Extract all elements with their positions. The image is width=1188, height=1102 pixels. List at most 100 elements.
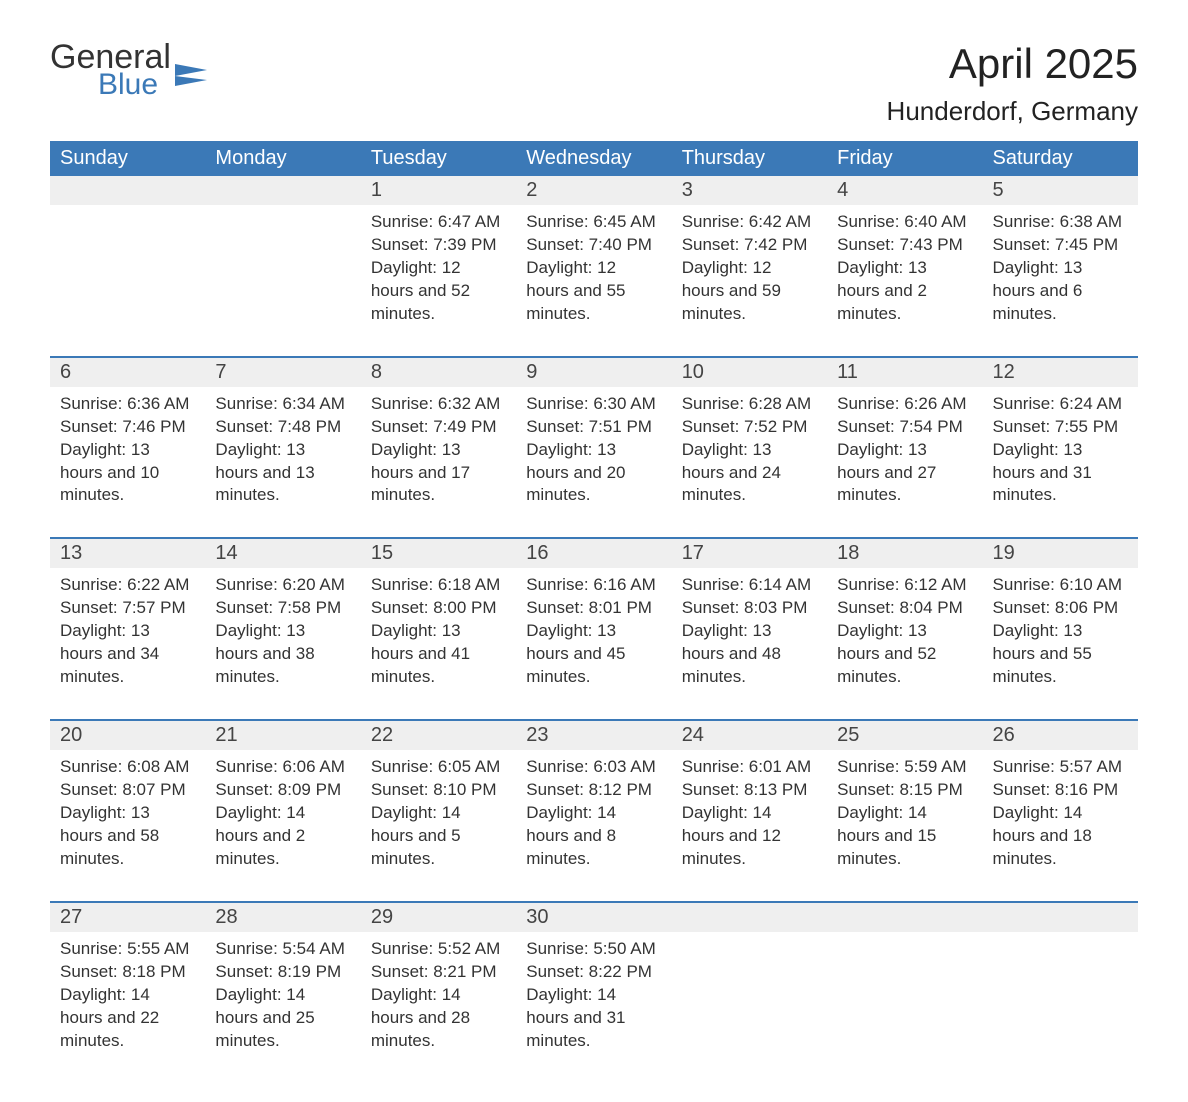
daylight-text: Daylight: 13 hours and 13 minutes. bbox=[215, 439, 350, 508]
weekday-header: Saturday bbox=[983, 141, 1138, 176]
sunset-text: Sunset: 7:55 PM bbox=[993, 416, 1128, 439]
day-details: Sunrise: 6:10 AMSunset: 8:06 PMDaylight:… bbox=[983, 568, 1138, 720]
day-number: 16 bbox=[516, 538, 671, 568]
brand-logo: General Blue bbox=[50, 40, 207, 100]
location-subtitle: Hunderdorf, Germany bbox=[887, 96, 1138, 127]
sunset-text: Sunset: 7:48 PM bbox=[215, 416, 350, 439]
day-detail-row: Sunrise: 5:55 AMSunset: 8:18 PMDaylight:… bbox=[50, 932, 1138, 1063]
sunrise-text: Sunrise: 5:55 AM bbox=[60, 938, 195, 961]
day-number: 2 bbox=[516, 176, 671, 205]
daylight-text: Daylight: 12 hours and 59 minutes. bbox=[682, 257, 817, 326]
sunrise-text: Sunrise: 6:30 AM bbox=[526, 393, 661, 416]
day-details: Sunrise: 6:40 AMSunset: 7:43 PMDaylight:… bbox=[827, 205, 982, 357]
day-details: Sunrise: 6:01 AMSunset: 8:13 PMDaylight:… bbox=[672, 750, 827, 902]
day-number: 1 bbox=[361, 176, 516, 205]
sunset-text: Sunset: 8:10 PM bbox=[371, 779, 506, 802]
daylight-text: Daylight: 14 hours and 18 minutes. bbox=[993, 802, 1128, 871]
daylight-text: Daylight: 14 hours and 25 minutes. bbox=[215, 984, 350, 1053]
day-number: 15 bbox=[361, 538, 516, 568]
day-details bbox=[983, 932, 1138, 1063]
sunrise-text: Sunrise: 6:24 AM bbox=[993, 393, 1128, 416]
day-number: 13 bbox=[50, 538, 205, 568]
day-number: 28 bbox=[205, 902, 360, 932]
daylight-text: Daylight: 14 hours and 28 minutes. bbox=[371, 984, 506, 1053]
sunset-text: Sunset: 7:54 PM bbox=[837, 416, 972, 439]
daylight-text: Daylight: 13 hours and 6 minutes. bbox=[993, 257, 1128, 326]
day-details: Sunrise: 6:08 AMSunset: 8:07 PMDaylight:… bbox=[50, 750, 205, 902]
daylight-text: Daylight: 13 hours and 34 minutes. bbox=[60, 620, 195, 689]
sunrise-text: Sunrise: 6:10 AM bbox=[993, 574, 1128, 597]
day-number: 4 bbox=[827, 176, 982, 205]
month-title: April 2025 bbox=[887, 40, 1138, 88]
day-details: Sunrise: 6:22 AMSunset: 7:57 PMDaylight:… bbox=[50, 568, 205, 720]
day-details: Sunrise: 5:55 AMSunset: 8:18 PMDaylight:… bbox=[50, 932, 205, 1063]
sunset-text: Sunset: 8:04 PM bbox=[837, 597, 972, 620]
day-details: Sunrise: 6:12 AMSunset: 8:04 PMDaylight:… bbox=[827, 568, 982, 720]
sunrise-text: Sunrise: 6:38 AM bbox=[993, 211, 1128, 234]
day-detail-row: Sunrise: 6:47 AMSunset: 7:39 PMDaylight:… bbox=[50, 205, 1138, 357]
day-number bbox=[672, 902, 827, 932]
daylight-text: Daylight: 13 hours and 52 minutes. bbox=[837, 620, 972, 689]
sunrise-text: Sunrise: 6:42 AM bbox=[682, 211, 817, 234]
day-details: Sunrise: 5:54 AMSunset: 8:19 PMDaylight:… bbox=[205, 932, 360, 1063]
day-detail-row: Sunrise: 6:36 AMSunset: 7:46 PMDaylight:… bbox=[50, 387, 1138, 539]
sunset-text: Sunset: 7:51 PM bbox=[526, 416, 661, 439]
daylight-text: Daylight: 13 hours and 48 minutes. bbox=[682, 620, 817, 689]
sunrise-text: Sunrise: 6:34 AM bbox=[215, 393, 350, 416]
weekday-header: Tuesday bbox=[361, 141, 516, 176]
page-header: General Blue April 2025 Hunderdorf, Germ… bbox=[50, 40, 1138, 141]
day-number: 12 bbox=[983, 357, 1138, 387]
daylight-text: Daylight: 13 hours and 31 minutes. bbox=[993, 439, 1128, 508]
sunrise-text: Sunrise: 6:06 AM bbox=[215, 756, 350, 779]
daylight-text: Daylight: 13 hours and 2 minutes. bbox=[837, 257, 972, 326]
sunset-text: Sunset: 7:39 PM bbox=[371, 234, 506, 257]
daylight-text: Daylight: 13 hours and 17 minutes. bbox=[371, 439, 506, 508]
sunset-text: Sunset: 7:43 PM bbox=[837, 234, 972, 257]
day-number: 17 bbox=[672, 538, 827, 568]
daylight-text: Daylight: 13 hours and 27 minutes. bbox=[837, 439, 972, 508]
sunrise-text: Sunrise: 6:40 AM bbox=[837, 211, 972, 234]
sunrise-text: Sunrise: 6:01 AM bbox=[682, 756, 817, 779]
day-details bbox=[827, 932, 982, 1063]
day-details: Sunrise: 6:16 AMSunset: 8:01 PMDaylight:… bbox=[516, 568, 671, 720]
sunset-text: Sunset: 8:19 PM bbox=[215, 961, 350, 984]
sunset-text: Sunset: 8:06 PM bbox=[993, 597, 1128, 620]
sunrise-text: Sunrise: 6:28 AM bbox=[682, 393, 817, 416]
day-details: Sunrise: 6:06 AMSunset: 8:09 PMDaylight:… bbox=[205, 750, 360, 902]
daylight-text: Daylight: 13 hours and 41 minutes. bbox=[371, 620, 506, 689]
sunset-text: Sunset: 7:42 PM bbox=[682, 234, 817, 257]
daylight-text: Daylight: 13 hours and 45 minutes. bbox=[526, 620, 661, 689]
weekday-header-row: Sunday Monday Tuesday Wednesday Thursday… bbox=[50, 141, 1138, 176]
sunrise-text: Sunrise: 6:26 AM bbox=[837, 393, 972, 416]
daylight-text: Daylight: 14 hours and 22 minutes. bbox=[60, 984, 195, 1053]
daylight-text: Daylight: 14 hours and 5 minutes. bbox=[371, 802, 506, 871]
day-number bbox=[205, 176, 360, 205]
sunset-text: Sunset: 8:12 PM bbox=[526, 779, 661, 802]
sunset-text: Sunset: 8:01 PM bbox=[526, 597, 661, 620]
day-number: 10 bbox=[672, 357, 827, 387]
sunset-text: Sunset: 8:18 PM bbox=[60, 961, 195, 984]
sunset-text: Sunset: 8:22 PM bbox=[526, 961, 661, 984]
day-number: 3 bbox=[672, 176, 827, 205]
sunrise-text: Sunrise: 6:16 AM bbox=[526, 574, 661, 597]
sunset-text: Sunset: 8:03 PM bbox=[682, 597, 817, 620]
daylight-text: Daylight: 13 hours and 10 minutes. bbox=[60, 439, 195, 508]
day-details: Sunrise: 5:50 AMSunset: 8:22 PMDaylight:… bbox=[516, 932, 671, 1063]
sunrise-text: Sunrise: 6:45 AM bbox=[526, 211, 661, 234]
day-details bbox=[205, 205, 360, 357]
day-details: Sunrise: 6:30 AMSunset: 7:51 PMDaylight:… bbox=[516, 387, 671, 539]
day-number: 25 bbox=[827, 720, 982, 750]
sunset-text: Sunset: 8:09 PM bbox=[215, 779, 350, 802]
sunset-text: Sunset: 7:58 PM bbox=[215, 597, 350, 620]
sunrise-text: Sunrise: 5:52 AM bbox=[371, 938, 506, 961]
day-number: 19 bbox=[983, 538, 1138, 568]
day-number: 30 bbox=[516, 902, 671, 932]
daylight-text: Daylight: 12 hours and 52 minutes. bbox=[371, 257, 506, 326]
sunrise-text: Sunrise: 6:05 AM bbox=[371, 756, 506, 779]
day-number: 14 bbox=[205, 538, 360, 568]
day-details: Sunrise: 6:26 AMSunset: 7:54 PMDaylight:… bbox=[827, 387, 982, 539]
day-number: 23 bbox=[516, 720, 671, 750]
day-number: 27 bbox=[50, 902, 205, 932]
sunset-text: Sunset: 7:57 PM bbox=[60, 597, 195, 620]
sunset-text: Sunset: 7:45 PM bbox=[993, 234, 1128, 257]
